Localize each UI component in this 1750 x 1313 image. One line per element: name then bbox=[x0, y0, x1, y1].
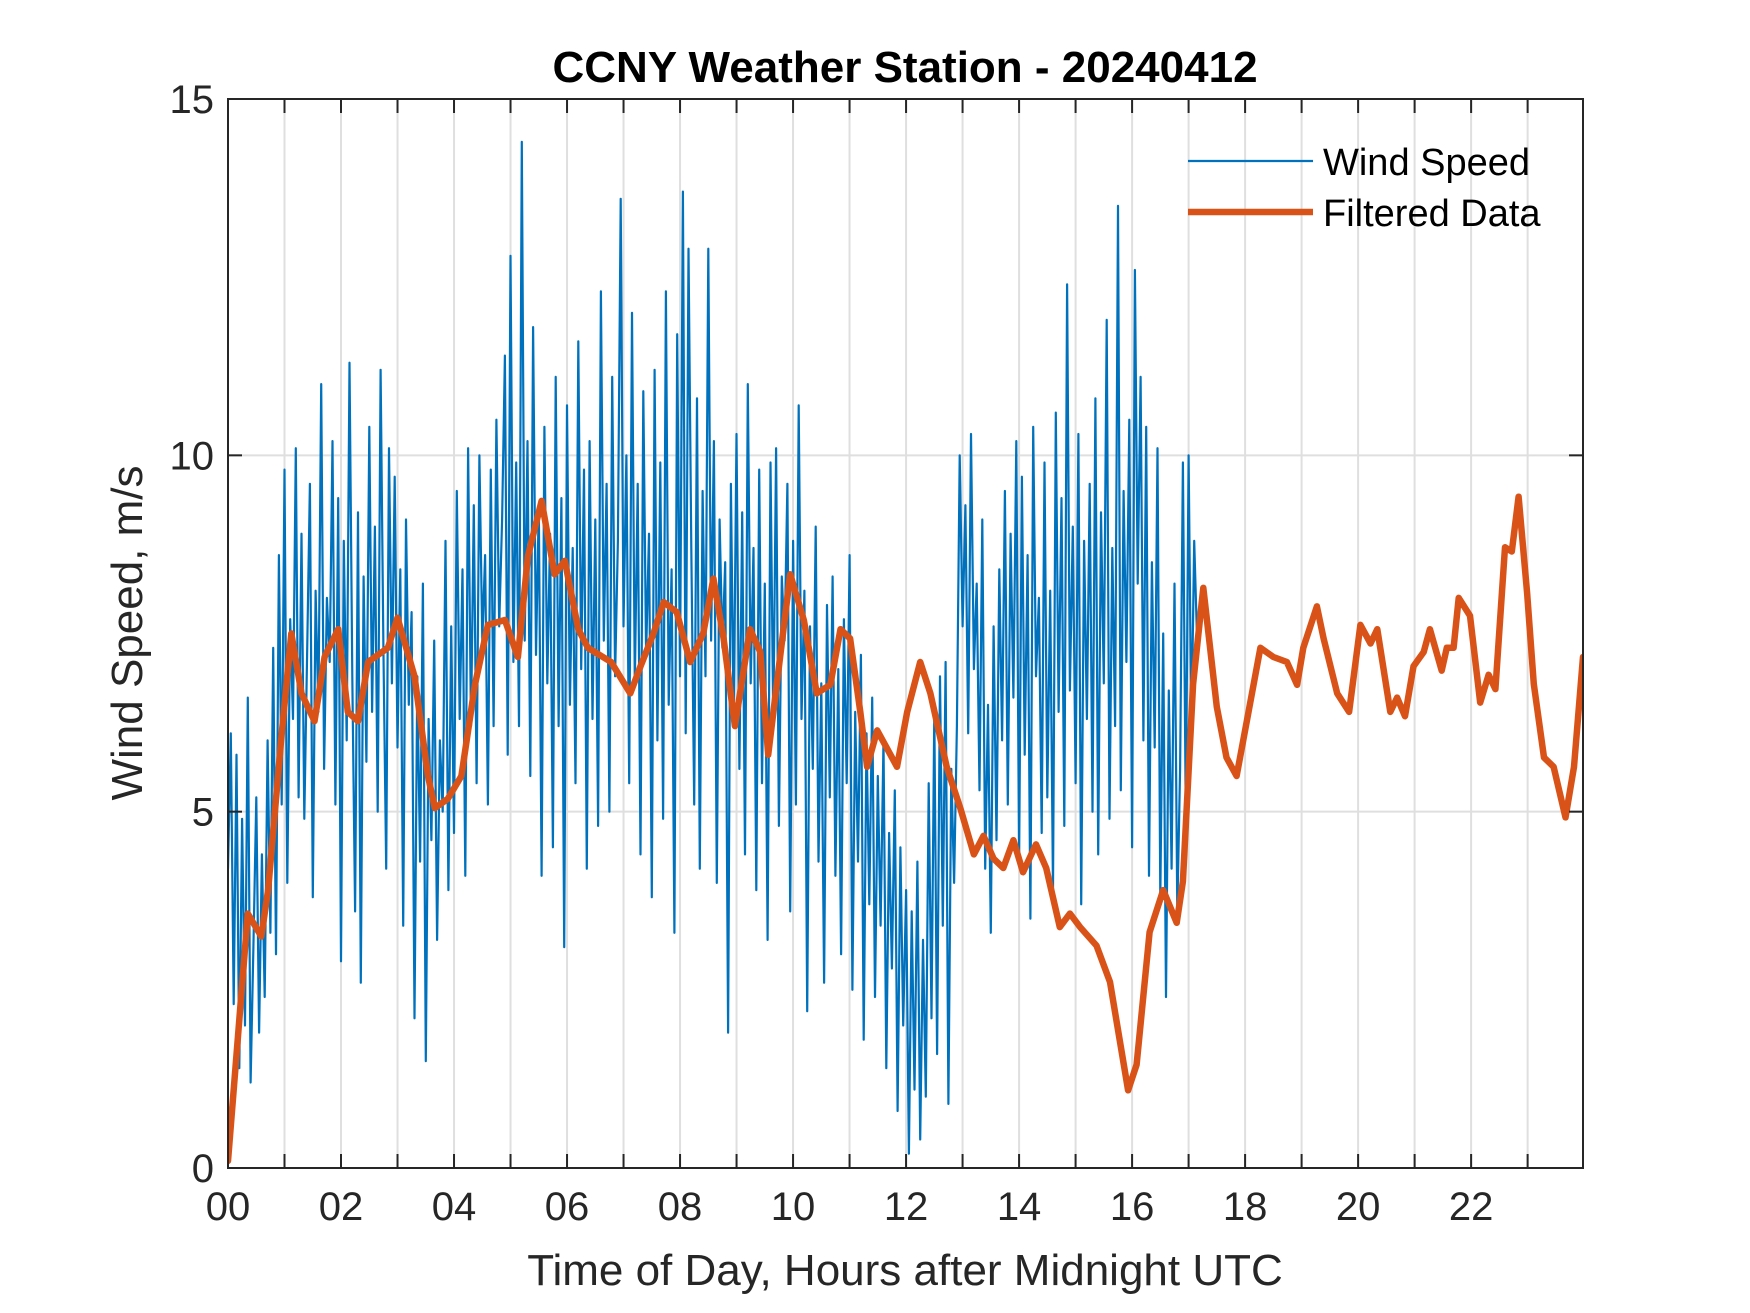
legend-label-wind-speed: Wind Speed bbox=[1323, 142, 1530, 184]
x-tick-label: 12 bbox=[884, 1185, 929, 1229]
x-tick-label: 22 bbox=[1449, 1185, 1494, 1229]
x-tick-label: 00 bbox=[206, 1185, 251, 1229]
x-tick-label: 08 bbox=[658, 1185, 703, 1229]
y-tick-label: 10 bbox=[170, 434, 215, 478]
x-ticks bbox=[283, 99, 1529, 1168]
y-tick-labels: 0 5 10 15 bbox=[170, 78, 215, 1191]
x-tick-label: 06 bbox=[545, 1185, 590, 1229]
plot-area bbox=[227, 98, 1584, 1169]
y-tick-label: 0 bbox=[192, 1147, 214, 1191]
y-axis-label: Wind Speed, m/s bbox=[103, 465, 152, 800]
wind-speed-line bbox=[228, 140, 1199, 1155]
x-tick-label: 02 bbox=[319, 1185, 364, 1229]
x-tick-labels: 00 02 04 06 08 10 12 14 16 18 20 22 bbox=[206, 1185, 1494, 1229]
x-tick-label: 10 bbox=[771, 1185, 816, 1229]
legend-entry-filtered-data: Filtered Data bbox=[1188, 193, 1541, 235]
x-tick-label: 14 bbox=[997, 1185, 1042, 1229]
legend-label-filtered-data: Filtered Data bbox=[1323, 193, 1541, 235]
x-axis-label: Time of Day, Hours after Midnight UTC bbox=[527, 1246, 1283, 1295]
x-tick-label: 04 bbox=[432, 1185, 477, 1229]
x-tick-label: 16 bbox=[1110, 1185, 1155, 1229]
chart-title: CCNY Weather Station - 20240412 bbox=[552, 43, 1257, 92]
legend-entry-wind-speed: Wind Speed bbox=[1188, 142, 1530, 184]
filtered-data-line bbox=[228, 493, 1583, 1165]
y-ticks bbox=[228, 98, 1583, 1169]
legend: Wind Speed Filtered Data bbox=[1188, 142, 1541, 235]
y-tick-label: 15 bbox=[170, 78, 215, 122]
x-tick-label: 20 bbox=[1336, 1185, 1381, 1229]
x-tick-label: 18 bbox=[1223, 1185, 1268, 1229]
y-tick-label: 5 bbox=[192, 791, 214, 835]
